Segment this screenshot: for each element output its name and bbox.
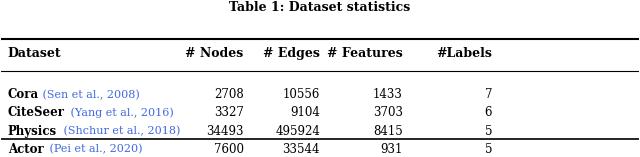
Text: # Nodes: # Nodes — [186, 47, 244, 60]
Text: Cora: Cora — [8, 88, 39, 101]
Text: # Edges: # Edges — [263, 47, 320, 60]
Text: 33544: 33544 — [282, 143, 320, 156]
Text: 34493: 34493 — [206, 125, 244, 138]
Text: 6: 6 — [484, 106, 492, 119]
Text: 10556: 10556 — [283, 88, 320, 101]
Text: 9104: 9104 — [290, 106, 320, 119]
Text: (Shchur et al., 2018): (Shchur et al., 2018) — [60, 126, 180, 136]
Text: CiteSeer: CiteSeer — [8, 106, 65, 119]
Text: Actor: Actor — [8, 143, 44, 156]
Text: # Features: # Features — [327, 47, 403, 60]
Text: Physics: Physics — [8, 125, 57, 138]
Text: Table 1: Dataset statistics: Table 1: Dataset statistics — [229, 1, 411, 14]
Text: 8415: 8415 — [373, 125, 403, 138]
Text: 5: 5 — [484, 125, 492, 138]
Text: 5: 5 — [484, 143, 492, 156]
Text: (Pei et al., 2020): (Pei et al., 2020) — [46, 144, 143, 154]
Text: Dataset: Dataset — [8, 47, 61, 60]
Text: 931: 931 — [380, 143, 403, 156]
Text: 3703: 3703 — [373, 106, 403, 119]
Text: 1433: 1433 — [373, 88, 403, 101]
Text: #Labels: #Labels — [436, 47, 492, 60]
Text: 2708: 2708 — [214, 88, 244, 101]
Text: 7: 7 — [484, 88, 492, 101]
Text: 7600: 7600 — [214, 143, 244, 156]
Text: (Sen et al., 2008): (Sen et al., 2008) — [39, 89, 140, 100]
Text: (Yang et al., 2016): (Yang et al., 2016) — [67, 108, 174, 118]
Text: 3327: 3327 — [214, 106, 244, 119]
Text: 495924: 495924 — [275, 125, 320, 138]
